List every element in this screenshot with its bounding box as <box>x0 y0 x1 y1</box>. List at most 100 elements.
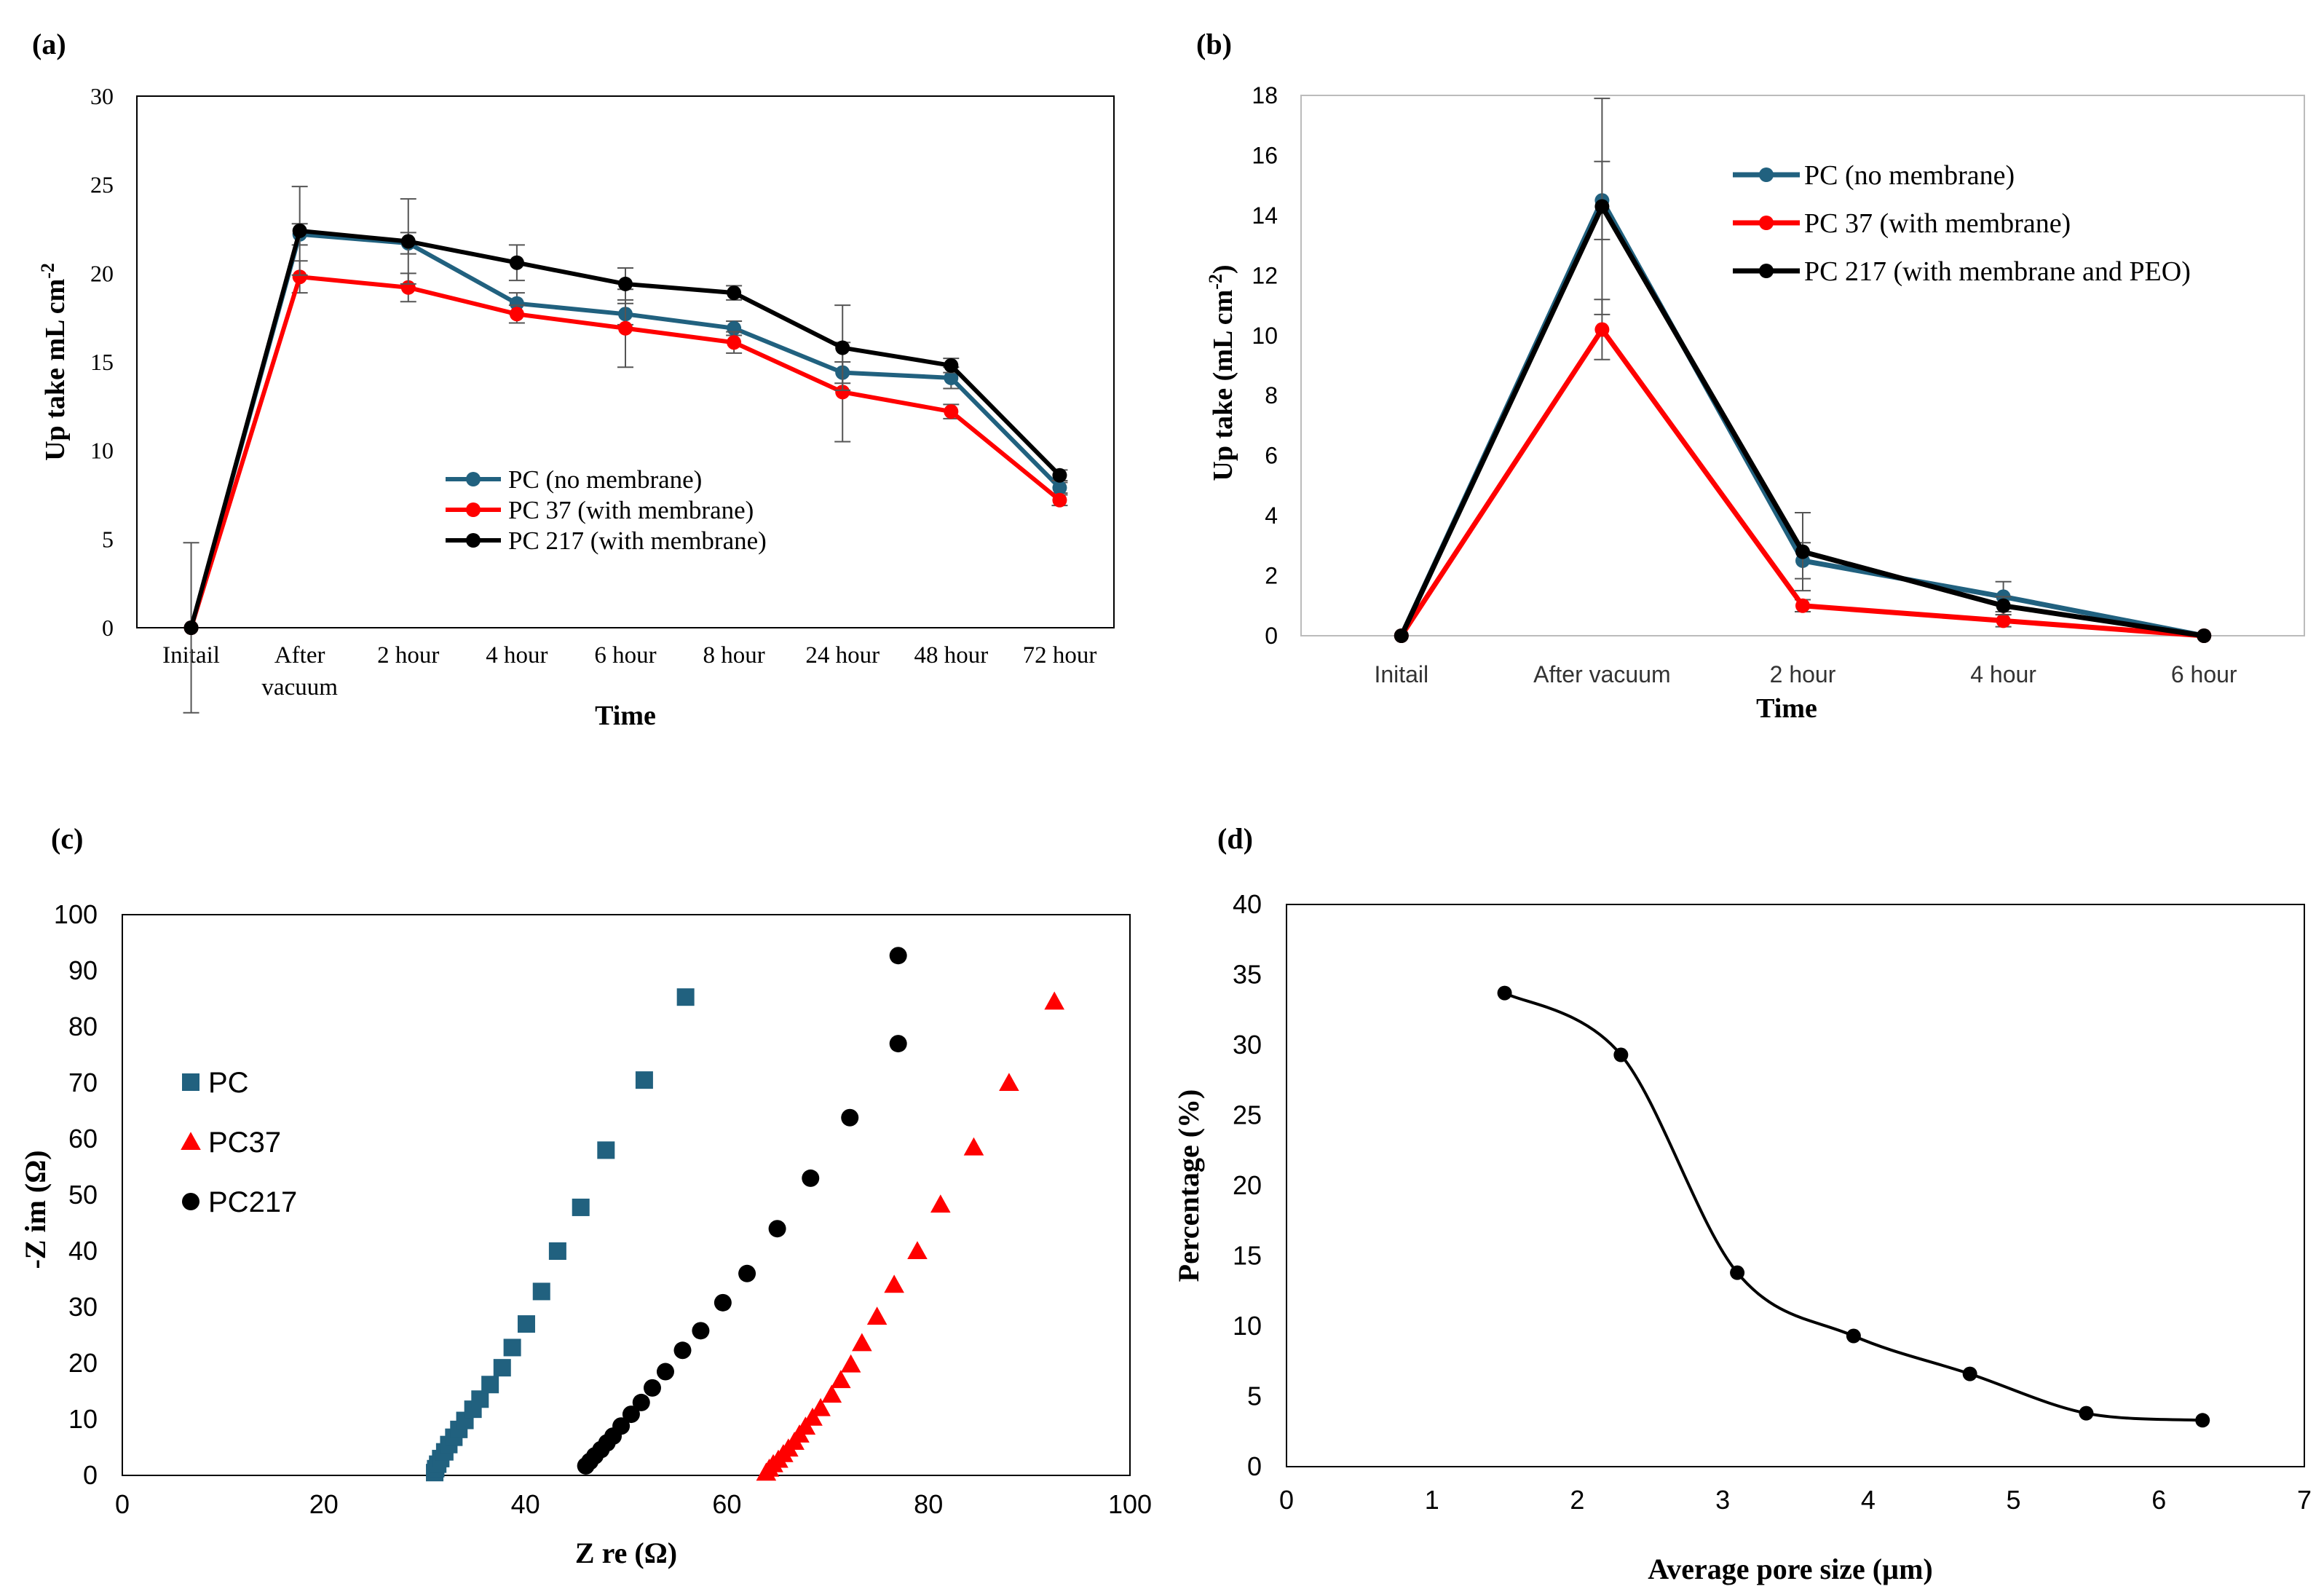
chart-b: 0 2 4 6 8 10 12 14 16 18 Initail After vacuum 2 hour… <box>1205 82 2305 724</box>
legend-label-pc: PC (no membrane) <box>508 465 702 494</box>
y-tick-label: 60 <box>68 1124 98 1154</box>
legend-label-pc37: PC 37 (with membrane) <box>1804 208 2071 239</box>
y-tick-label: 10 <box>1252 323 1278 349</box>
panel-c: (c) 0 10 20 30 40 50 60 70 80 90 100 0 20 40 60 80 100 Z … <box>19 822 1152 1569</box>
data-point-pc37 <box>821 1384 842 1403</box>
y-tick-label: 90 <box>68 955 98 985</box>
x-tick-label: 1 <box>1425 1485 1439 1515</box>
data-point-pc217 <box>183 620 199 635</box>
data-point-pc37 <box>840 1354 861 1373</box>
y-tick-label: 30 <box>90 83 114 109</box>
x-tick-label: Initail <box>1374 661 1428 687</box>
series-line-pct <box>1503 991 2203 1422</box>
data-point-pc37 <box>1044 991 1064 1010</box>
x-axis-title: Average pore size (µm) <box>1648 1553 1932 1585</box>
series-pc37 <box>183 260 1068 635</box>
panel-c-label: (c) <box>51 822 83 855</box>
legend-label-pc217: PC 217 (with membrane) <box>508 527 767 555</box>
y-tick-label: 2 <box>1265 563 1278 589</box>
x-tick-label: 6 hour <box>594 642 656 669</box>
y-axis-title: Percentage (%) <box>1172 1089 1205 1282</box>
series-pc217 <box>183 186 1068 714</box>
legend-label-pc37: PC37 <box>208 1127 281 1159</box>
x-tick-label: 2 <box>1570 1485 1584 1515</box>
data-point-pc217 <box>643 1379 661 1397</box>
x-tick-label: 4 hour <box>486 642 548 669</box>
y-tick-label: 0 <box>102 615 114 641</box>
data-point-pc217 <box>673 1341 692 1360</box>
x-axis-title: Time <box>595 701 656 731</box>
data-point-pc217 <box>1594 199 1610 214</box>
data-point-pc217 <box>889 947 907 965</box>
legend-marker-pc <box>1759 167 1774 182</box>
data-point-pc37 <box>1052 492 1067 508</box>
y-tick-label: 15 <box>1233 1241 1262 1271</box>
legend-label-pc: PC <box>208 1067 249 1099</box>
data-point-pc <box>635 1071 653 1089</box>
data-point-pc217 <box>656 1363 674 1381</box>
y-tick-label: 100 <box>54 899 98 929</box>
x-tick-label: 5 <box>2007 1485 2021 1515</box>
legend-label-pc217: PC 217 (with membrane and PEO) <box>1804 256 2191 287</box>
y-tick-label: 30 <box>68 1292 98 1322</box>
y-tick-label: 0 <box>83 1460 98 1490</box>
data-point-pct <box>1497 985 1512 1001</box>
y-tick-label: 6 <box>1265 443 1278 469</box>
data-point-pc37 <box>944 404 959 419</box>
data-point-pc217 <box>292 223 307 238</box>
data-point-pct <box>1962 1366 1977 1381</box>
legend-marker-pc37 <box>181 1132 201 1151</box>
data-point-pc217 <box>400 234 416 249</box>
legend-marker-pc37 <box>466 502 481 517</box>
y-tick-label: 5 <box>102 526 114 552</box>
y-axis-title: -Z im (Ω) <box>19 1150 52 1269</box>
chart-c: 0 10 20 30 40 50 60 70 80 90 100 0 20 40 60 80 100 Z re (… <box>19 899 1152 1569</box>
data-point-pc <box>509 296 524 311</box>
data-point-pc37 <box>1594 322 1610 337</box>
data-point-pc37 <box>963 1137 984 1156</box>
data-point-pc37 <box>907 1241 928 1260</box>
x-tick-label: 100 <box>1108 1489 1152 1519</box>
data-point-pc <box>493 1359 511 1377</box>
data-point-pct <box>2195 1413 2210 1428</box>
data-point-pc217 <box>692 1322 710 1340</box>
y-tick-label: 4 <box>1265 502 1278 529</box>
data-point-pc37 <box>930 1194 951 1213</box>
data-point-pc217 <box>889 1035 907 1053</box>
data-point-pc217 <box>2197 628 2212 643</box>
data-point-pct <box>2079 1405 2094 1421</box>
data-point-pc <box>503 1338 521 1357</box>
y-tick-label: 0 <box>1247 1451 1262 1481</box>
legend-marker-pc217 <box>1759 264 1774 278</box>
data-point-pc37 <box>1795 598 1810 613</box>
legend-marker-pc37 <box>1759 216 1774 230</box>
data-point-pc <box>532 1282 550 1301</box>
y-tick-label: 16 <box>1252 142 1278 168</box>
legend-marker-pc217 <box>466 533 481 548</box>
x-tick-label: 3 <box>1715 1485 1730 1515</box>
panel-b-label: (b) <box>1196 28 1232 60</box>
data-point-pct <box>1846 1328 1861 1344</box>
data-point-pc217 <box>612 1417 631 1435</box>
data-point-pc217 <box>509 255 524 270</box>
data-point-pc37 <box>884 1274 904 1293</box>
data-point-pc <box>548 1242 566 1260</box>
x-tick-label: 0 <box>115 1489 130 1519</box>
y-tick-label: 10 <box>90 438 114 464</box>
data-point-pc <box>572 1198 590 1216</box>
y-tick-label: 20 <box>68 1348 98 1378</box>
x-tick-label: 60 <box>712 1489 741 1519</box>
data-point-pc217 <box>802 1169 820 1187</box>
series-pc37 <box>756 991 1064 1481</box>
y-tick-label: 50 <box>68 1180 98 1210</box>
data-point-pc <box>517 1315 535 1333</box>
x-tick-label: vacuum <box>261 674 338 701</box>
y-tick-label: 18 <box>1252 82 1278 109</box>
x-tick-label: 7 <box>2297 1485 2312 1515</box>
data-point-pc217 <box>622 1405 640 1424</box>
x-tick-label: 72 hour <box>1023 642 1097 669</box>
y-axis-title: Up take mL cm-2 <box>37 263 71 461</box>
data-point-pc217 <box>714 1293 732 1312</box>
y-tick-label: 10 <box>68 1404 98 1434</box>
